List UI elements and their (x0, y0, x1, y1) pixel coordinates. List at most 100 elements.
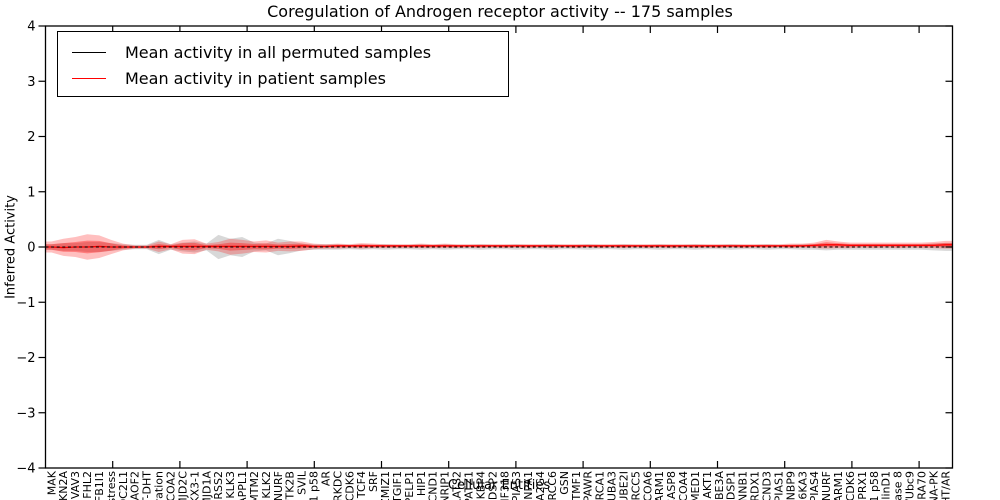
permuted-line-swatch (72, 51, 106, 53)
x-category-label: UBE2I (617, 471, 630, 500)
x-category-label: KLK3 (224, 471, 237, 499)
x-category-label: PIAS3 (510, 471, 523, 500)
y-tick-label: 4 (27, 20, 35, 35)
x-category-label: SVIL (296, 470, 309, 495)
x-category-label: CDKN2A (57, 471, 70, 500)
x-category-label: T-DHT/AR/CDK6 (844, 471, 857, 500)
legend-label-patient: Mean activity in patient samples (125, 68, 386, 88)
x-category-label: AOF2 (129, 471, 142, 500)
x-category-label: T-DHT/AR/CyclinD1 (880, 471, 893, 500)
x-category-label: NRIP1 (439, 471, 452, 500)
x-category-label: AKT1 (701, 471, 714, 499)
chart-title: Coregulation of Androgen receptor activi… (267, 2, 733, 21)
line-patient-mean (45, 244, 953, 249)
x-category-label: PATZ1 (463, 471, 476, 500)
x-category-label: PAWR (582, 471, 595, 500)
x-category-label: MAK (45, 470, 58, 495)
x-category-label: VAV3 (69, 471, 82, 499)
x-category-label: XRCC5 (629, 471, 642, 500)
x-category-label: response to oxidative stress (105, 471, 118, 500)
x-category-label: T-DHT/AR/Ubc9 (904, 471, 917, 500)
x-category-label: T-DHT/AR/PRX1 (856, 471, 869, 500)
x-category-label: JMJD2C (176, 471, 189, 500)
x-category-label: RANBP9 (784, 471, 797, 500)
x-axis-label: Cellular Entities (447, 478, 551, 493)
y-tick-label: 3 (27, 75, 35, 90)
legend-label-permuted: Mean activity in all permuted samples (125, 42, 432, 62)
x-category-label: TMPRSS2 (212, 471, 225, 500)
x-category-label: TGFB1I1 (93, 471, 106, 500)
x-category-label: FKBP4 (474, 471, 487, 500)
x-category-label: CARM1 (653, 471, 666, 500)
x-category-label: TGIF1 (391, 471, 404, 500)
legend-item-patient: Mean activity in patient samples (58, 65, 508, 91)
y-tick-label: 0 (27, 241, 35, 256)
x-category-label: T-DHT/AR/Cyclin D3/CDK11 p58 (868, 471, 881, 500)
x-category-label: T-DHT/AR (939, 471, 952, 500)
x-category-label: ZMIZ1 (379, 471, 392, 500)
x-category-label: CDK6 (343, 471, 356, 500)
x-category-label: CTNNB1 (737, 471, 750, 500)
x-category-label: GSN (558, 471, 571, 495)
x-category-label: CTDSP2 (486, 471, 499, 500)
x-category-label: Cyclin D3/CDK11 p58 (308, 471, 321, 500)
band-permuted-range (45, 234, 953, 260)
x-category-label: APPL1 (236, 471, 249, 500)
x-category-label: T-DHT/AR/TIF2/CARM1 (832, 471, 845, 500)
y-tick-label: 1 (27, 185, 35, 200)
x-category-label: LATS2 (451, 471, 464, 500)
x-category-label: UBE3A (713, 471, 726, 500)
x-category-label: RPS6KA3 (796, 471, 809, 500)
x-category-label: PELP1 (403, 471, 416, 500)
x-category-label: T-DHT/AR/Caspase 8 (892, 471, 905, 500)
x-category-label: JMJD1A (200, 471, 213, 500)
x-category-label: CCND3 (761, 471, 774, 500)
x-category-label: PA2G4 (534, 471, 547, 500)
x-category-label: CASP8 (665, 471, 678, 500)
x-category-label: cell proliferation (153, 471, 166, 500)
x-category-label: TMF1 (570, 471, 583, 500)
x-category-label: NKX3-1 (188, 471, 201, 500)
y-axis-label: Inferred Activity (3, 195, 19, 299)
x-category-label: CCND1 (427, 471, 440, 500)
x-category-label: PIAS1 (772, 471, 785, 500)
band-patient-range (45, 234, 953, 260)
x-category-label: CTDSP1 (725, 471, 738, 500)
legend-item-permuted: Mean activity in all permuted samples (58, 39, 508, 65)
y-tick-label: −1 (16, 296, 35, 311)
y-tick-label: 2 (27, 130, 35, 145)
y-tick-label: −2 (16, 351, 35, 366)
x-category-label: NCOA6 (641, 471, 654, 500)
x-category-label: PIAS4 (808, 471, 821, 500)
x-category-label: BRCA1 (594, 471, 607, 500)
patient-line-swatch (72, 77, 106, 79)
x-category-label: T-DHT/AR/ARA70 (915, 471, 928, 500)
x-category-label: FHL2 (81, 471, 94, 499)
x-category-label: CMTM2 (248, 471, 261, 500)
x-category-label: T-DHT/AR/SNURF (820, 471, 833, 500)
x-category-label: PRDX1 (749, 471, 762, 500)
x-category-label: SNURF (272, 471, 285, 500)
x-category-label: PTK2B (284, 471, 297, 500)
x-category-label: KLK2 (260, 471, 273, 499)
x-category-label: CDC2L1 (117, 471, 130, 500)
x-category-label: NCOA2 (165, 471, 178, 500)
x-category-label: HIP1 (415, 471, 428, 496)
y-tick-label: −3 (16, 406, 35, 421)
legend-box: Mean activity in all permuted samples Me… (57, 31, 509, 97)
x-category-label: TCF4 (355, 471, 368, 499)
x-category-label: UBA3 (606, 471, 619, 500)
x-category-label: MED1 (689, 471, 702, 500)
x-category-label: XRCC6 (546, 471, 559, 500)
y-tick-label: −4 (16, 462, 35, 477)
x-category-label: PRKDC (331, 471, 344, 500)
x-category-label: ZNF318 (498, 471, 511, 500)
x-category-label: DNA-PK (927, 470, 940, 500)
x-category-label: NCOA4 (677, 471, 690, 500)
x-category-label: AR (319, 471, 332, 487)
x-category-label: SRF (367, 471, 380, 492)
x-category-label: mol:T-DHT (141, 471, 154, 500)
x-category-label: HNRNPA1 (522, 471, 535, 500)
